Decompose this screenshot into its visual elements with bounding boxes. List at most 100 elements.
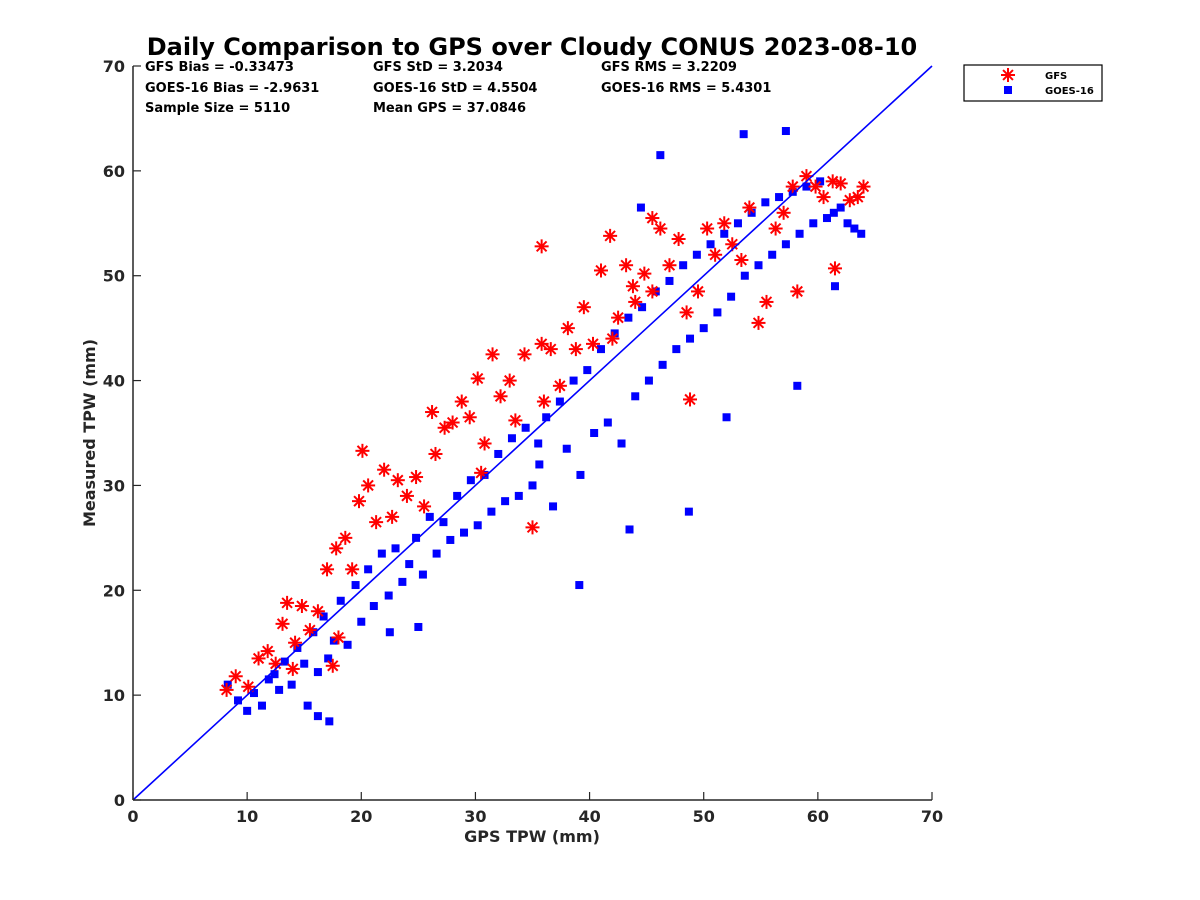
data-point-goes16 bbox=[562, 444, 571, 453]
x-tick-label: 10 bbox=[236, 807, 258, 826]
data-point-goes16 bbox=[324, 654, 333, 663]
data-point-goes16 bbox=[617, 439, 626, 448]
data-point-gfs bbox=[437, 420, 452, 435]
data-point-goes16 bbox=[686, 334, 695, 343]
x-tick-label: 40 bbox=[578, 807, 600, 826]
data-point-goes16 bbox=[249, 689, 258, 698]
data-point-gfs bbox=[671, 232, 686, 247]
data-point-gfs bbox=[241, 679, 256, 694]
one-to-one-line bbox=[132, 65, 933, 801]
data-point-gfs bbox=[603, 228, 618, 243]
data-point-goes16 bbox=[303, 701, 312, 710]
data-point-goes16 bbox=[514, 491, 523, 500]
x-tick-label: 50 bbox=[693, 807, 715, 826]
data-point-goes16 bbox=[575, 581, 584, 590]
data-point-goes16 bbox=[453, 491, 462, 500]
x-tick-label: 0 bbox=[127, 807, 138, 826]
stat-text: GFS Bias = -0.33473 bbox=[145, 60, 294, 75]
data-point-gfs bbox=[850, 190, 865, 205]
data-point-gfs bbox=[751, 315, 766, 330]
data-point-goes16 bbox=[795, 229, 804, 238]
series-gfs bbox=[219, 169, 871, 697]
stat-text: GOES-16 StD = 4.5504 bbox=[373, 81, 537, 96]
data-point-goes16 bbox=[319, 612, 328, 621]
data-point-goes16 bbox=[325, 717, 334, 726]
data-point-gfs bbox=[593, 263, 608, 278]
data-point-gfs bbox=[856, 179, 871, 194]
data-point-gfs bbox=[679, 305, 694, 320]
data-point-gfs bbox=[827, 261, 842, 276]
data-point-goes16 bbox=[843, 219, 852, 228]
data-point-gfs bbox=[734, 252, 749, 267]
x-tick-label: 70 bbox=[921, 807, 943, 826]
y-tick-label: 20 bbox=[103, 581, 125, 600]
data-point-gfs bbox=[275, 616, 290, 631]
data-point-goes16 bbox=[487, 507, 496, 516]
data-point-gfs bbox=[534, 336, 549, 351]
data-point-goes16 bbox=[583, 366, 592, 375]
stat-text: Sample Size = 5110 bbox=[145, 101, 290, 116]
plot-area bbox=[132, 65, 933, 801]
data-point-goes16 bbox=[596, 345, 605, 354]
data-point-goes16 bbox=[313, 668, 322, 677]
legend-asterisk bbox=[1001, 68, 1015, 82]
stats-block: GFS Bias = -0.33473 GFS StD = 3.2034 GFS R… bbox=[145, 60, 771, 116]
data-point-goes16 bbox=[754, 261, 763, 270]
data-point-gfs bbox=[385, 509, 400, 524]
data-point-goes16 bbox=[747, 208, 756, 217]
data-point-goes16 bbox=[656, 151, 665, 160]
data-point-gfs bbox=[585, 336, 600, 351]
data-point-gfs bbox=[219, 682, 234, 697]
data-point-goes16 bbox=[270, 670, 279, 679]
data-point-goes16 bbox=[740, 271, 749, 280]
data-point-gfs bbox=[700, 221, 715, 236]
data-point-gfs bbox=[345, 562, 360, 577]
data-point-gfs bbox=[625, 279, 640, 294]
data-point-gfs bbox=[399, 488, 414, 503]
data-point-gfs bbox=[251, 651, 266, 666]
data-point-goes16 bbox=[501, 497, 510, 506]
data-point-gfs bbox=[428, 446, 443, 461]
data-point-goes16 bbox=[534, 439, 543, 448]
data-point-goes16 bbox=[528, 481, 537, 490]
data-point-goes16 bbox=[722, 413, 731, 422]
data-point-goes16 bbox=[460, 528, 469, 537]
data-point-gfs bbox=[611, 310, 626, 325]
data-point-gfs bbox=[331, 630, 346, 645]
data-point-goes16 bbox=[275, 685, 284, 694]
data-point-goes16 bbox=[405, 560, 414, 569]
data-point-gfs bbox=[708, 247, 723, 262]
data-point-gfs bbox=[525, 520, 540, 535]
data-point-goes16 bbox=[857, 229, 866, 238]
x-tick-label: 20 bbox=[350, 807, 372, 826]
legend-square bbox=[1004, 86, 1012, 94]
data-point-gfs bbox=[560, 321, 575, 336]
data-point-gfs bbox=[790, 284, 805, 299]
chart-title: Daily Comparison to GPS over Cloudy CONU… bbox=[147, 33, 918, 61]
data-point-goes16 bbox=[391, 544, 400, 553]
data-point-goes16 bbox=[542, 413, 551, 422]
data-point-gfs bbox=[454, 394, 469, 409]
stat-text: GFS RMS = 3.2209 bbox=[601, 60, 737, 75]
legend-marker-gfs bbox=[1001, 68, 1015, 82]
data-point-gfs bbox=[502, 373, 517, 388]
data-point-goes16 bbox=[636, 203, 645, 212]
data-point-gfs bbox=[425, 405, 440, 420]
data-point-goes16 bbox=[802, 182, 811, 191]
data-point-goes16 bbox=[414, 622, 423, 631]
data-point-goes16 bbox=[793, 381, 802, 390]
data-point-goes16 bbox=[507, 434, 516, 443]
data-point-gfs bbox=[485, 347, 500, 362]
stat-text: GFS StD = 3.2034 bbox=[373, 60, 503, 75]
x-axis-label: GPS TPW (mm) bbox=[464, 827, 600, 846]
data-point-goes16 bbox=[624, 313, 633, 322]
data-point-gfs bbox=[605, 331, 620, 346]
data-point-goes16 bbox=[631, 392, 640, 401]
data-point-gfs bbox=[338, 530, 353, 545]
data-point-gfs bbox=[776, 205, 791, 220]
y-axis-label: Measured TPW (mm) bbox=[80, 339, 99, 527]
data-point-gfs bbox=[352, 494, 367, 509]
data-point-gfs bbox=[517, 347, 532, 362]
data-point-goes16 bbox=[466, 476, 475, 485]
data-point-goes16 bbox=[658, 360, 667, 369]
